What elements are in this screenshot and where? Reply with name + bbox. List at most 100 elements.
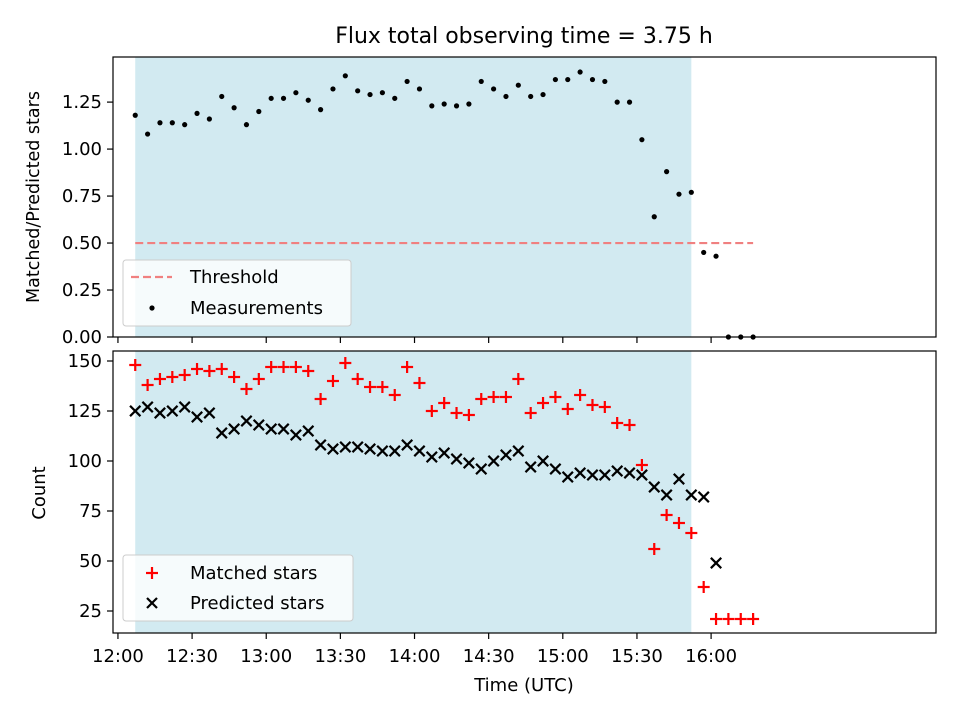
predicted-star-stroke2 xyxy=(438,447,451,459)
predicted-legend-swatch xyxy=(146,597,158,609)
matched-star-point xyxy=(747,613,760,625)
predicted-star-point xyxy=(672,473,685,485)
predicted-star-stroke2 xyxy=(314,439,327,451)
measurement-point xyxy=(404,78,410,85)
predicted-star-point xyxy=(364,443,377,455)
chart-title: Flux total observing time = 3.75 h xyxy=(335,24,713,49)
measurement-point xyxy=(589,76,596,83)
predicted-star-stroke2 xyxy=(425,451,438,463)
matched-star-point xyxy=(141,379,154,391)
predicted-star-stroke2 xyxy=(302,425,315,437)
bottom-points-layer xyxy=(129,357,760,625)
matched-star-point xyxy=(326,375,339,387)
predicted-star-stroke2 xyxy=(524,461,537,473)
predicted-star-stroke2 xyxy=(215,427,228,439)
measurements-legend-label: Measurements xyxy=(190,298,323,319)
measurement-point xyxy=(243,122,250,128)
measurement-point xyxy=(416,86,423,92)
predicted-star-stroke2 xyxy=(228,423,241,435)
measurement-point xyxy=(145,131,151,137)
bottom-legend-box xyxy=(122,554,354,622)
predicted-star-stroke2 xyxy=(475,463,488,475)
predicted-star-stroke2 xyxy=(388,445,401,457)
matched-star-point xyxy=(178,369,191,381)
matched-star-point xyxy=(598,401,611,413)
bottom-y-tick-label: 100 xyxy=(68,451,102,472)
measurement-point xyxy=(478,78,484,85)
predicted-star-point xyxy=(178,401,191,413)
predicted-star-point xyxy=(240,415,253,427)
matched-star-point xyxy=(623,419,636,431)
predicted-star-stroke2 xyxy=(141,401,154,413)
predicted-star-point xyxy=(228,423,241,435)
predicted-star-point xyxy=(549,463,562,475)
measurement-point xyxy=(688,189,694,195)
measurement-point xyxy=(318,107,324,113)
measurement-point xyxy=(503,93,509,100)
bottom-x-tick-label: 12:00 xyxy=(92,646,144,667)
predicted-star-point xyxy=(252,419,265,431)
predicted-star-point xyxy=(401,439,414,451)
matched-star-point xyxy=(265,361,278,373)
matched-star-point xyxy=(499,391,512,403)
predicted-star-point xyxy=(537,455,550,467)
matched-star-point xyxy=(166,371,179,383)
matched-star-point xyxy=(648,543,661,555)
predicted-star-stroke2 xyxy=(252,419,265,431)
measurement-point xyxy=(565,76,571,83)
bottom-x-axis-label: Time (UTC) xyxy=(473,675,574,696)
measurement-point xyxy=(367,91,373,98)
predicted-star-stroke2 xyxy=(710,557,723,569)
bottom-x-tick-label: 14:00 xyxy=(389,646,441,667)
measurement-point xyxy=(676,191,682,197)
predicted-star-stroke2 xyxy=(512,445,525,457)
measurement-point xyxy=(540,91,546,98)
measurement-point xyxy=(626,99,633,105)
measurement-point xyxy=(268,95,274,101)
measurement-point xyxy=(342,73,348,79)
measurement-point xyxy=(552,76,558,83)
predicted-star-point xyxy=(512,445,525,457)
top-panel: 0.00 0.25 0.50 0.75 1.00 1.25 Flux total obse… xyxy=(24,24,937,348)
top-y-tick-label: 0.00 xyxy=(62,327,102,348)
predicted-star-stroke2 xyxy=(277,423,290,435)
matched-star-point xyxy=(574,389,587,401)
measurement-point xyxy=(256,108,262,115)
predicted-star-point xyxy=(388,445,401,457)
matched-star-point xyxy=(153,373,166,385)
bottom-y-axis-label: Count xyxy=(29,466,50,519)
measurement-point xyxy=(182,122,188,128)
measurements-legend-swatch xyxy=(149,305,155,311)
predicted-star-point xyxy=(376,445,389,457)
matched-star-point xyxy=(401,361,414,373)
predicted-star-stroke2 xyxy=(326,443,339,455)
top-y-tick-label: 1.25 xyxy=(62,92,102,113)
predicted-star-point xyxy=(302,425,315,437)
matched-star-point xyxy=(697,581,710,593)
predicted-star-stroke2 xyxy=(635,469,648,481)
bottom-x-tick-label: 14:30 xyxy=(463,646,515,667)
predicted-star-stroke2 xyxy=(178,401,191,413)
predicted-star-stroke2 xyxy=(376,445,389,457)
measurement-point xyxy=(169,120,175,126)
predicted-star-point xyxy=(524,461,537,473)
predicted-star-stroke2 xyxy=(549,463,562,475)
measurement-point xyxy=(701,249,707,256)
predicted-star-point xyxy=(623,467,636,479)
predicted-star-stroke2 xyxy=(240,415,253,427)
measurement-point xyxy=(379,90,385,96)
matched-star-point xyxy=(252,373,265,385)
matched-star-point xyxy=(660,509,673,521)
top-y-axis-label: Matched/Predicted stars xyxy=(24,91,44,303)
predicted-star-stroke2 xyxy=(289,429,302,441)
bottom-x-tick-label: 15:30 xyxy=(611,646,663,667)
matched-star-point xyxy=(240,383,253,395)
predicted-star-stroke2 xyxy=(574,467,587,479)
matched-star-point xyxy=(364,381,377,393)
measurement-point xyxy=(293,90,299,96)
bottom-x-tick-label: 16:00 xyxy=(685,646,737,667)
predicted-star-point xyxy=(487,455,500,467)
predicted-legend-label: Predicted stars xyxy=(190,593,324,614)
predicted-star-stroke2 xyxy=(697,491,710,503)
measurement-point xyxy=(602,78,608,85)
